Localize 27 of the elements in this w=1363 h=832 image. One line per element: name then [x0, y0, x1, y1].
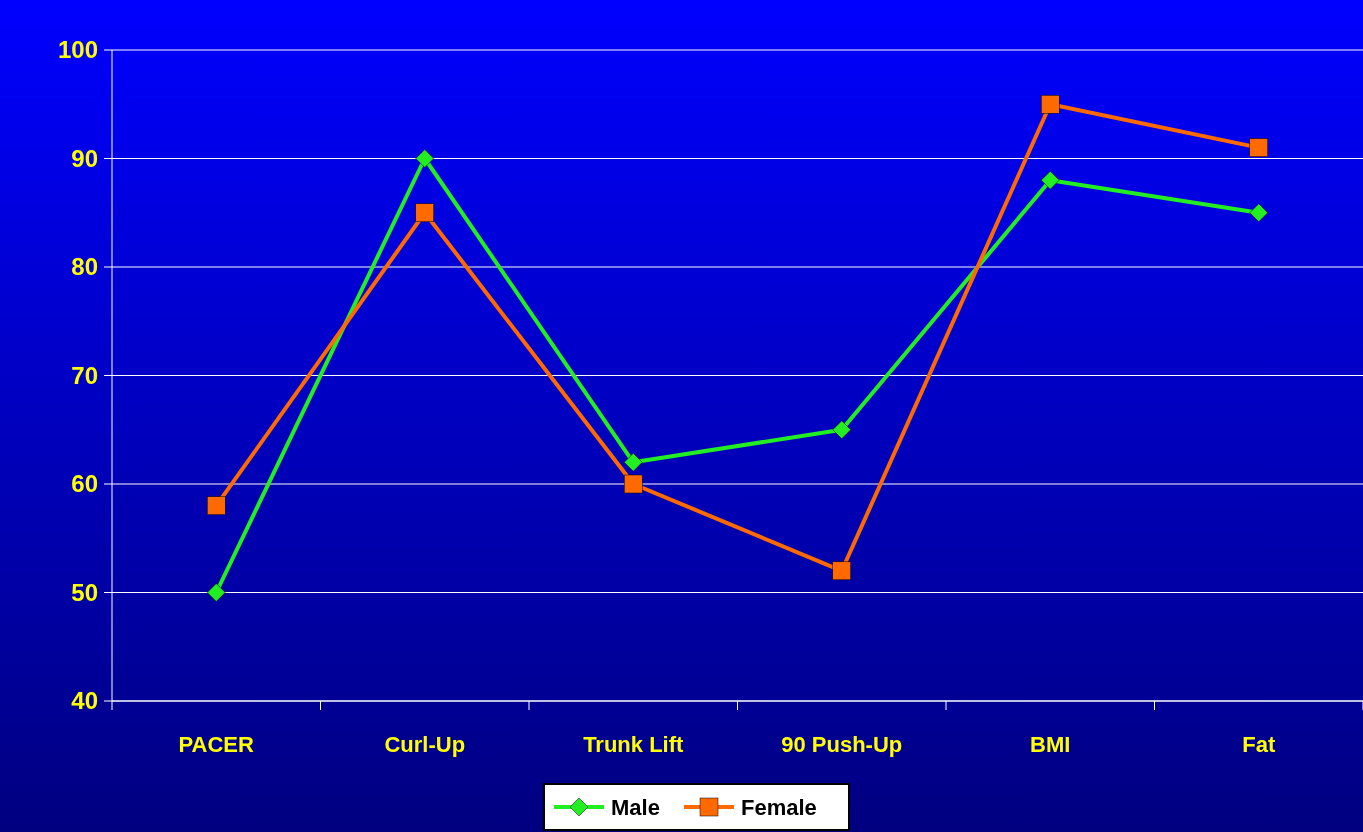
x-tick-label: 90 Push-Up [781, 732, 903, 757]
legend-label: Female [741, 794, 817, 820]
point [1041, 170, 1060, 190]
x-tick-label: Trunk Lift [583, 732, 685, 757]
legend-label: Male [611, 794, 660, 820]
point [207, 583, 226, 602]
point [1249, 203, 1268, 222]
y-tick-label: 50 [71, 578, 98, 606]
point [624, 453, 643, 472]
x-tick-label: BMI [1030, 732, 1071, 757]
x-tick-label: Fat [1242, 732, 1276, 757]
point [207, 496, 226, 515]
y-tick-label: 80 [71, 253, 98, 281]
point [1249, 138, 1268, 157]
y-tick-label: 60 [71, 470, 98, 498]
y-tick-label: 100 [57, 36, 98, 64]
point [1041, 95, 1060, 114]
point [832, 561, 851, 581]
x-tick-label: PACER [178, 732, 255, 757]
point [415, 203, 434, 222]
y-tick-label: 70 [71, 361, 98, 389]
point [624, 474, 643, 494]
y-tick-label: 40 [71, 687, 98, 715]
point [415, 149, 434, 168]
point [832, 420, 851, 439]
x-tick-label: Curl-Up [384, 732, 466, 757]
y-tick-label: 90 [71, 144, 98, 172]
